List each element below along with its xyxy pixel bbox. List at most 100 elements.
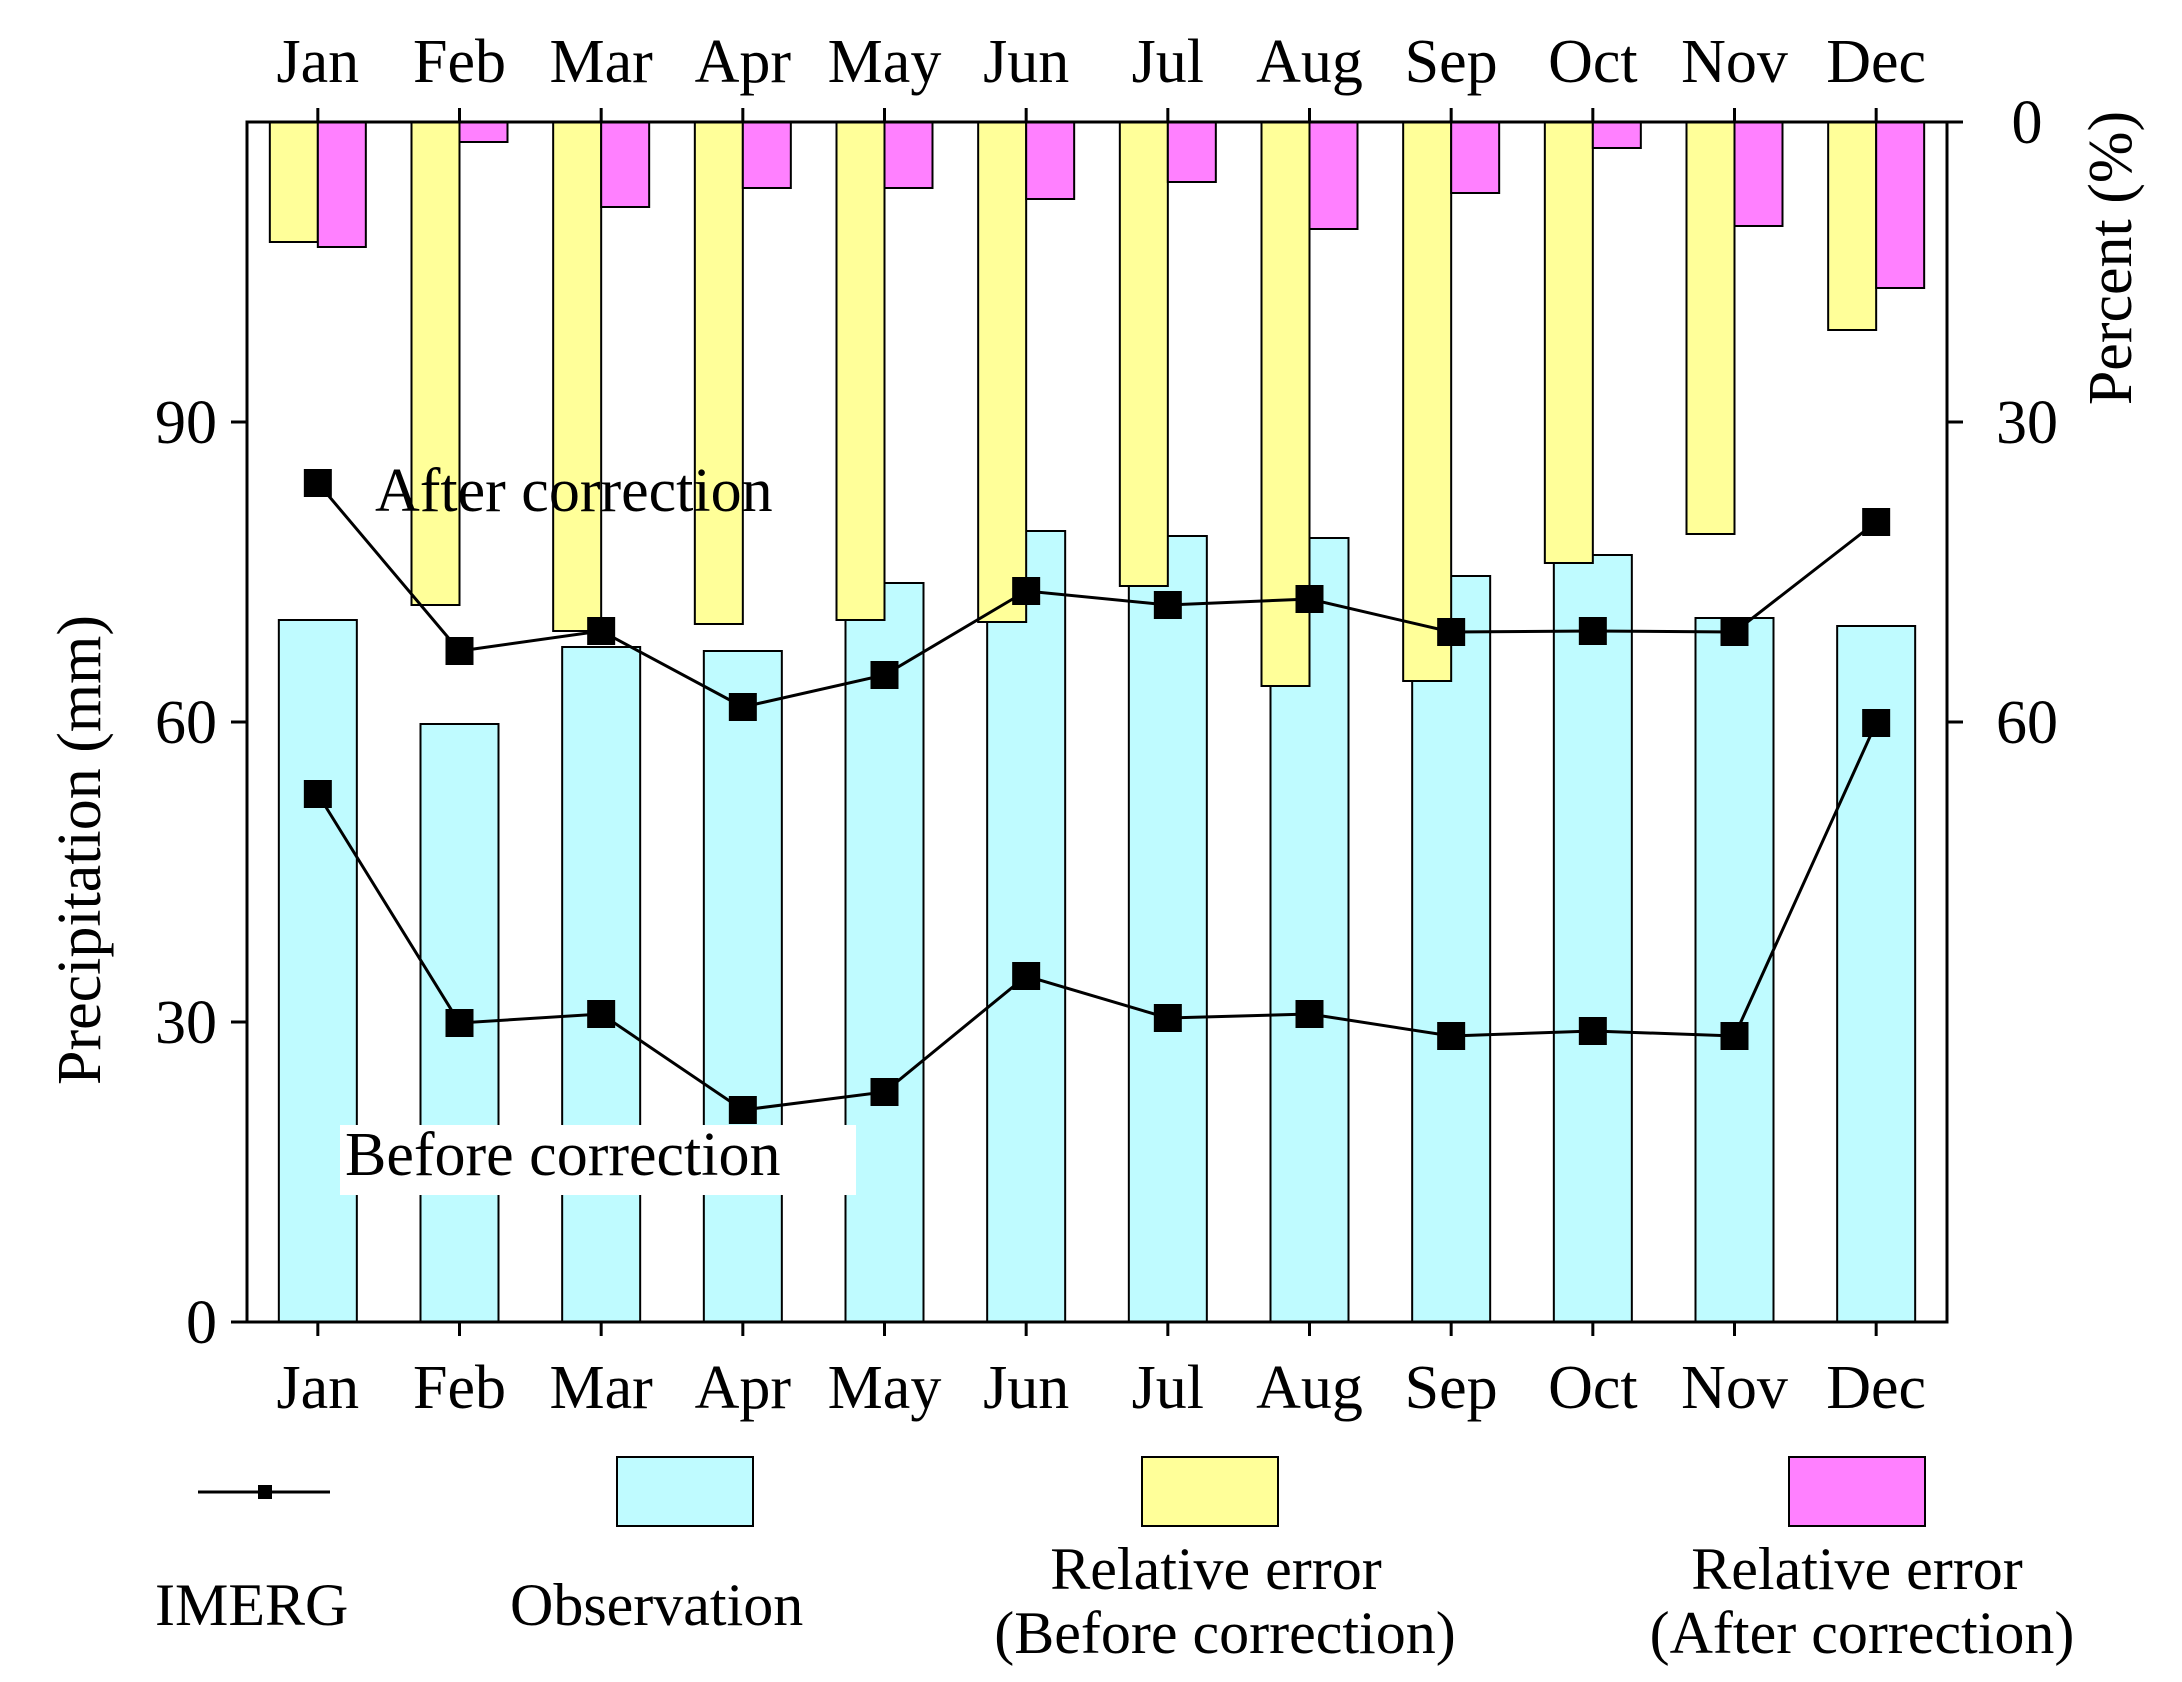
imerg-before-correction-marker xyxy=(445,1009,474,1037)
legend-item-observation: Observation xyxy=(510,1456,803,1638)
right-axis-tick-label: 30 xyxy=(1996,389,2058,457)
imerg-before-correction-marker xyxy=(1295,1000,1324,1028)
relative-error-after-bar xyxy=(1166,121,1217,183)
observation-bar xyxy=(844,582,925,1323)
legend-observation-swatch xyxy=(616,1456,754,1527)
imerg-after-correction-marker xyxy=(728,693,757,721)
relative-error-after-bar xyxy=(1025,121,1076,200)
imerg-before-correction-marker xyxy=(728,1096,757,1124)
x-tick-label-top: Oct xyxy=(1548,28,1638,96)
legend-relative-error-before-label-line2: (Before correction) xyxy=(994,1600,1455,1666)
imerg-after-correction-marker xyxy=(1012,577,1041,605)
x-tick-label-bottom: Mar xyxy=(550,1354,654,1422)
imerg-after-correction-marker xyxy=(445,637,474,665)
x-tick-label-bottom: Jan xyxy=(277,1354,360,1422)
x-tick-label-top: Aug xyxy=(1256,28,1363,96)
right-axis-tick-label: 0 xyxy=(2012,89,2043,157)
right-axis-title: Percent (%) xyxy=(2077,111,2145,405)
relative-error-before-bar xyxy=(1402,121,1453,682)
relative-error-after-bar xyxy=(1875,121,1926,289)
x-tick-label-top: Sep xyxy=(1405,28,1498,96)
legend-relative-error-before-label-line1: Relative error xyxy=(1050,1536,1382,1602)
imerg-before-correction-marker xyxy=(1578,1017,1607,1045)
left-axis-tick-label: 0 xyxy=(186,1289,217,1357)
imerg-before-correction-marker xyxy=(587,1000,616,1028)
imerg-after-correction-line xyxy=(316,482,1878,709)
relative-error-after-bar xyxy=(316,121,367,248)
relative-error-before-bar xyxy=(1685,121,1736,535)
relative-error-before-bar xyxy=(410,121,461,606)
relative-error-before-bar xyxy=(552,121,603,632)
observation-bar xyxy=(1127,535,1208,1323)
x-tick-label-top: Jul xyxy=(1132,28,1204,96)
observation-bar xyxy=(561,646,642,1323)
relative-error-before-bar xyxy=(268,121,319,243)
left-axis-title: Precipitation (mm) xyxy=(46,615,114,1085)
before-correction-annotation-background xyxy=(340,1125,856,1195)
imerg-after-correction-marker xyxy=(303,469,332,497)
legend-item-relative-error-before: Relative error (Before correction) xyxy=(994,1456,1456,1666)
relative-error-before-bar xyxy=(835,121,886,621)
relative-error-after-bar xyxy=(1308,121,1359,230)
imerg-before-correction-marker xyxy=(1720,1022,1749,1050)
relative-error-after-bar xyxy=(883,121,934,189)
observation-bar xyxy=(277,619,358,1323)
x-tick-label-top: Nov xyxy=(1681,28,1788,96)
imerg-after-correction-marker xyxy=(1578,617,1607,645)
legend-relative-error-after-swatch xyxy=(1788,1456,1926,1527)
imerg-before-correction-line xyxy=(316,722,1878,1112)
imerg-after-correction-marker xyxy=(1153,591,1182,619)
relative-error-after-bar xyxy=(1733,121,1784,227)
observation-bar xyxy=(1411,575,1492,1323)
before-correction-annotation: Before correction xyxy=(345,1121,780,1189)
after-correction-annotation: After correction xyxy=(375,457,773,525)
relative-error-before-bar xyxy=(1543,121,1594,564)
x-tick-label-top: Jan xyxy=(277,28,360,96)
relative-error-before-bar xyxy=(977,121,1028,623)
imerg-after-correction-marker xyxy=(1437,618,1466,646)
imerg-before-correction-marker xyxy=(303,780,332,808)
legend-relative-error-before-swatch xyxy=(1141,1456,1279,1527)
relative-error-after-bar xyxy=(741,121,792,189)
observation-bar xyxy=(1694,617,1775,1323)
x-tick-label-top: Feb xyxy=(413,28,506,96)
legend-observation-label: Observation xyxy=(510,1572,803,1638)
imerg-after-correction-marker xyxy=(870,661,899,689)
plot-area: Jan Jan Feb Feb Mar Mar Apr Apr May May Jun Jun Jul J… xyxy=(155,28,2058,1422)
x-tick-label-bottom: Oct xyxy=(1548,1354,1638,1422)
imerg-before-correction-marker xyxy=(1012,962,1041,990)
left-axis-tick-label: 60 xyxy=(155,689,217,757)
legend-imerg-label: IMERG xyxy=(155,1572,348,1638)
observation-bar xyxy=(1836,625,1917,1323)
x-tick-label-bottom: Feb xyxy=(413,1354,506,1422)
relative-error-after-bar xyxy=(458,121,509,143)
relative-error-after-bar xyxy=(1591,121,1642,149)
observation-bar xyxy=(1552,554,1633,1323)
observation-bar xyxy=(986,530,1067,1323)
imerg-after-correction-marker xyxy=(587,617,616,645)
imerg-before-correction-marker xyxy=(870,1078,899,1106)
relative-error-after-bar xyxy=(1450,121,1501,194)
relative-error-before-bar xyxy=(1827,121,1878,331)
x-tick-label-top: Apr xyxy=(695,28,792,96)
x-tick-label-bottom: Jul xyxy=(1132,1354,1204,1422)
x-tick-label-bottom: Nov xyxy=(1681,1354,1788,1422)
x-tick-label-bottom: Apr xyxy=(695,1354,792,1422)
left-axis-tick-label: 90 xyxy=(155,389,217,457)
right-axis-tick-label: 60 xyxy=(1996,689,2058,757)
imerg-after-correction-marker xyxy=(1720,618,1749,646)
imerg-before-correction-marker xyxy=(1437,1022,1466,1050)
x-tick-label-top: Jun xyxy=(983,28,1069,96)
relative-error-before-bar xyxy=(1118,121,1169,587)
x-tick-label-bottom: Aug xyxy=(1256,1354,1363,1422)
relative-error-before-bar xyxy=(693,121,744,625)
imerg-before-correction-marker xyxy=(1862,709,1891,737)
imerg-before-correction-marker xyxy=(1153,1004,1182,1032)
legend-imerg-marker xyxy=(258,1485,272,1499)
x-tick-label-bottom: Dec xyxy=(1826,1354,1926,1422)
legend-item-imerg: IMERG xyxy=(155,1485,348,1638)
x-tick-label-top: May xyxy=(828,28,942,96)
x-tick-label-top: Mar xyxy=(550,28,654,96)
legend-item-relative-error-after: Relative error (After correction) xyxy=(1650,1456,2074,1666)
